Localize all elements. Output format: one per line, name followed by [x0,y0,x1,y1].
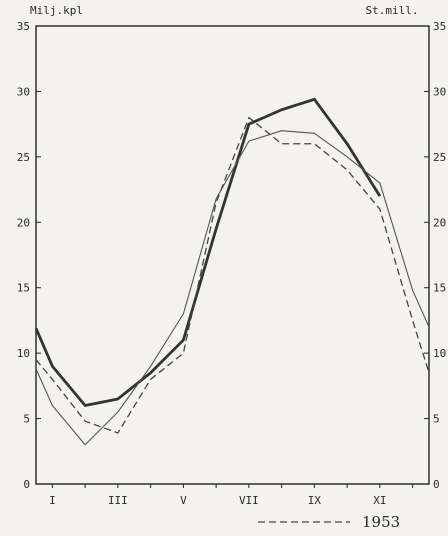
left-tick-label: 15 [17,282,30,295]
legend: 1953 [258,513,400,531]
right-tick-label: 25 [433,151,446,164]
right-tick-label: 15 [433,282,446,295]
series-lines [34,97,430,446]
x-tick-label: VII [239,494,259,507]
left-tick-label: 30 [17,85,30,98]
right-tick-label: 30 [433,85,446,98]
left-tick-label: 0 [23,478,30,491]
plot-frame [35,25,430,485]
plot-border [35,25,430,485]
right-tick-label: 35 [433,20,446,33]
x-tick-label: XI [373,494,386,507]
left-tick-label: 10 [17,347,30,360]
left-tick-label: 5 [23,413,30,426]
left-tick-label: 35 [17,20,30,33]
series-line-dashed [35,116,430,434]
legend-label: 1953 [362,513,400,531]
right-tick-label: 10 [433,347,446,360]
x-tick-label: IX [308,494,322,507]
left-axis-label: Milj.kpl [30,4,83,17]
left-tick-label: 20 [17,216,30,229]
series-line-thick-solid [34,97,382,407]
right-tick-label: 20 [433,216,446,229]
x-tick-label: V [180,494,187,507]
x-tick-label: III [108,494,128,507]
right-tick-label: 5 [433,413,440,426]
series-line-thin-solid [35,130,430,446]
right-axis-label: St.mill. [366,4,419,17]
right-tick-label: 0 [433,478,440,491]
left-tick-label: 25 [17,151,30,164]
x-tick-label: I [49,494,56,507]
